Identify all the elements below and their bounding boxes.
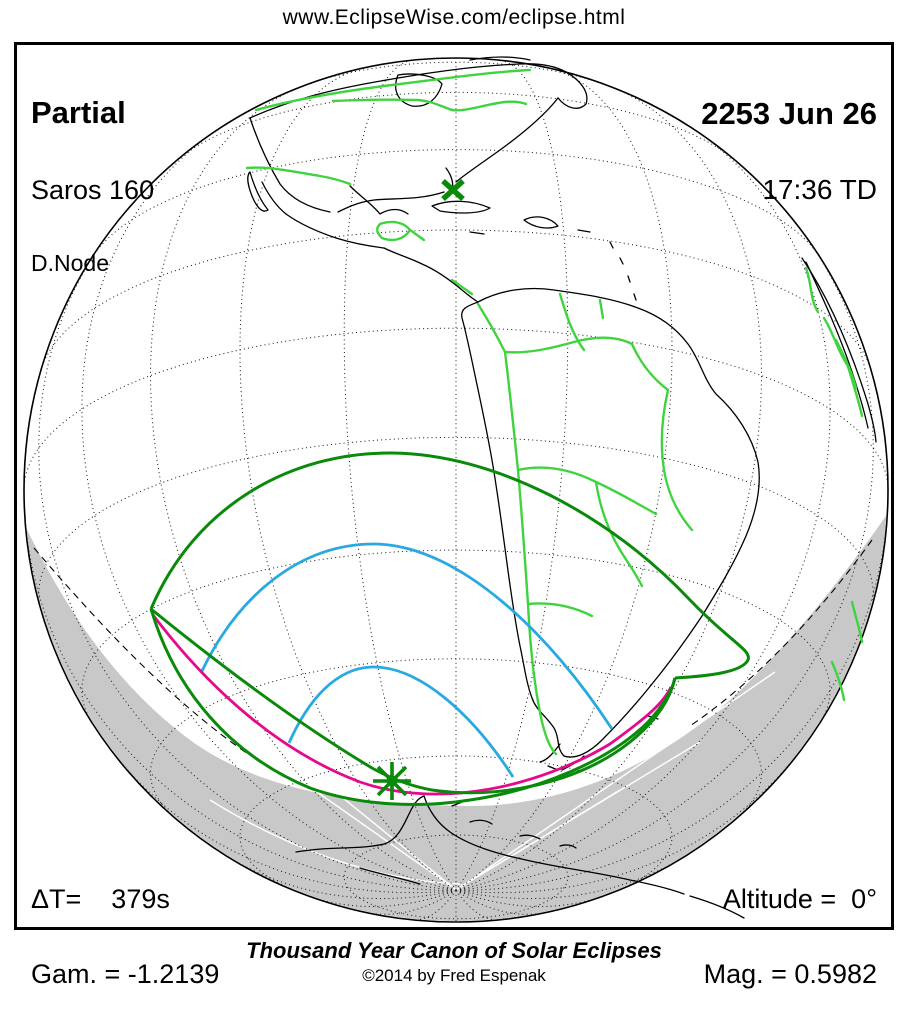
eclipse-globe-map xyxy=(23,56,889,923)
saros-label: Saros 160 xyxy=(31,175,155,205)
eclipse-info-top-right: 2253 Jun 26 17:36 TD xyxy=(701,57,877,245)
shadow-meridians xyxy=(209,671,776,890)
twilight-dash-left xyxy=(33,547,249,755)
eclipse-info-bottom-right: Altitude = 0° Mag. = 0.5982 xyxy=(704,844,877,1030)
eclipse-limit-south-a xyxy=(150,607,677,795)
globe-outline xyxy=(23,57,889,923)
twilight-dash-right xyxy=(689,539,873,727)
eclipse-curves xyxy=(149,451,750,806)
gamma-value: Gam. = -1.2139 xyxy=(31,959,220,989)
sub-solar-point-marker xyxy=(441,178,465,202)
eclipse-date: 2253 Jun 26 xyxy=(701,96,877,131)
node-label: D.Node xyxy=(31,250,109,276)
eclipse-map-frame: Partial Saros 160 D.Node 2253 Jun 26 17:… xyxy=(14,42,894,989)
coastlines xyxy=(247,56,877,919)
greatest-eclipse-marker xyxy=(373,762,411,800)
eclipse-info-top-left: Partial Saros 160 D.Node xyxy=(31,55,154,316)
eclipse-limit-north xyxy=(149,451,750,680)
eclipse-limit-south-b xyxy=(149,608,677,806)
eclipse-info-bottom-left: ΔT= 379s Gam. = -1.2139 xyxy=(31,844,219,1030)
greatest-eclipse-marker-center xyxy=(386,775,398,787)
delta-t-value: ΔT= 379s xyxy=(31,884,170,914)
eclipse-contour-blue-lower xyxy=(287,665,515,778)
eclipse-horizon-curve xyxy=(151,614,673,796)
copyright-notice: ©2014 by Fred Espenak xyxy=(362,966,546,985)
eclipse-time: 17:36 TD xyxy=(762,174,877,205)
eclipse-contour-blue-upper xyxy=(200,542,614,730)
altitude-value: Altitude = 0° xyxy=(722,884,877,914)
country-borders xyxy=(245,68,864,756)
eclipse-map-page: { "page": { "url_title": "www.EclipseWis… xyxy=(14,6,894,989)
canon-title: Thousand Year Canon of Solar Eclipses xyxy=(246,938,662,963)
eclipse-type-label: Partial xyxy=(31,95,126,130)
magnitude-value: Mag. = 0.5982 xyxy=(703,959,877,989)
page-title-url: www.EclipseWise.com/eclipse.html xyxy=(282,6,626,29)
